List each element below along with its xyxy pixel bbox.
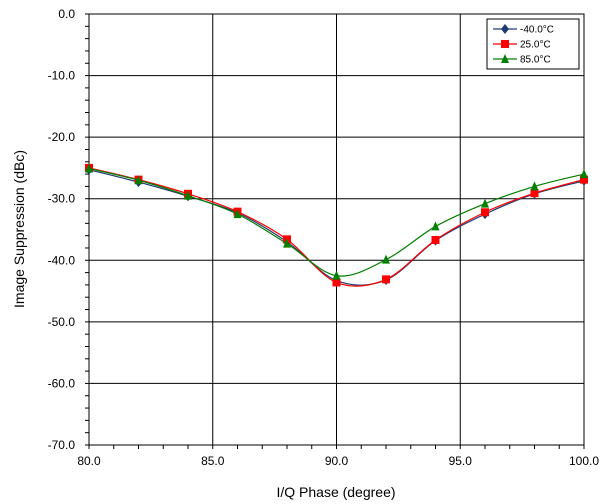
data-point [233,209,242,219]
data-point [431,221,440,231]
legend: -40.0°C 25.0°C 85.0°C [486,18,580,70]
y-tick-label: -40.0 [48,253,76,267]
data-point [530,189,539,198]
data-point [283,238,291,248]
x-tick-label: 80.0 [77,454,101,468]
x-tick-label: 95.0 [449,454,473,468]
y-tick-label: -10.0 [48,69,76,83]
legend-marker [501,24,509,34]
legend-marker [501,40,509,48]
data-point [184,190,192,200]
legend-entry: 25.0°C [520,40,551,51]
series-group [85,163,588,287]
legend-entry: -40.0°C [520,25,554,36]
data-point [530,181,539,191]
series-3 [85,163,588,280]
data-point [134,175,143,185]
data-point [481,208,489,217]
data-point [382,254,390,264]
data-point [431,235,440,244]
x-tick-label: 90.0 [325,454,349,468]
y-tick-label: -20.0 [48,130,76,144]
data-point [580,169,588,179]
legend-entry: 85.0°C [520,55,551,66]
y-tick-label: -50.0 [48,315,76,329]
data-point [481,198,489,208]
axis-ticks: 80.0 85.0 90.0 95.0 100.0 0.0 -10.0 -20.0 -30.0 -… [48,7,600,468]
data-point [580,175,588,184]
y-tick-label: -30.0 [48,192,76,206]
legend-marker [501,54,509,63]
x-axis-title: I/Q Phase (degree) [276,484,395,500]
data-point [332,270,341,280]
data-point [332,278,341,287]
x-tick-label: 85.0 [201,454,225,468]
y-tick-label: -70.0 [48,438,76,452]
data-point [382,275,390,284]
grid [89,14,584,445]
y-tick-label: -60.0 [48,376,76,390]
data-point [85,163,93,173]
y-axis-title: Image Suppression (dBc) [11,150,27,308]
x-tick-label: 100.0 [569,454,599,468]
y-tick-label: 0.0 [58,7,75,21]
